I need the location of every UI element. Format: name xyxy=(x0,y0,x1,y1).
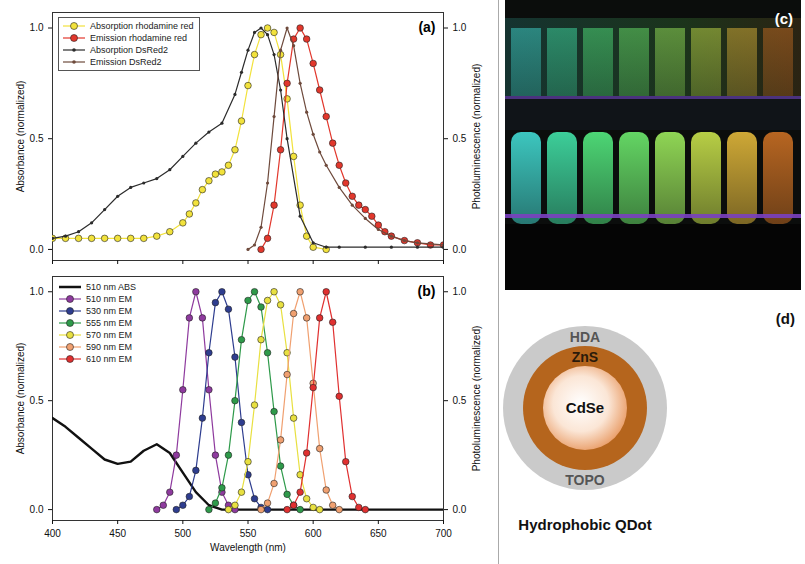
html-text:Emission DsRed2: Emission DsRed2 xyxy=(90,57,162,67)
svg-text:0.0: 0.0 xyxy=(30,244,44,255)
html-text:590 nm EM: 590 nm EM xyxy=(86,342,132,352)
html-text:510 nm ABS: 510 nm ABS xyxy=(86,282,136,292)
svg-text:0.5: 0.5 xyxy=(453,395,467,406)
svg-text:CdSe: CdSe xyxy=(566,399,604,416)
svg-text:(b): (b) xyxy=(418,283,436,299)
svg-text:600: 600 xyxy=(305,528,322,539)
svg-text:(d): (d) xyxy=(776,310,795,327)
svg-text:550: 550 xyxy=(240,528,257,539)
svg-text:Wavelength (nm): Wavelength (nm) xyxy=(210,542,286,553)
svg-text:Absorbance (normalized): Absorbance (normalized) xyxy=(15,343,26,455)
html-text:530 nm EM: 530 nm EM xyxy=(86,306,132,316)
svg-text:0.0: 0.0 xyxy=(453,504,467,515)
html-text:610 nm EM: 610 nm EM xyxy=(86,354,132,364)
svg-text:(a): (a) xyxy=(418,19,435,35)
svg-text:1.0: 1.0 xyxy=(30,22,44,33)
svg-text:400: 400 xyxy=(44,528,61,539)
svg-text:TOPO: TOPO xyxy=(565,472,605,488)
svg-text:Photoluminescence (normalized): Photoluminescence (normalized) xyxy=(471,326,482,472)
html-text:Absorption DsRed2: Absorption DsRed2 xyxy=(90,45,168,55)
html-text:510 nm EM: 510 nm EM xyxy=(86,294,132,304)
svg-text:Absorbance (normalized): Absorbance (normalized) xyxy=(15,81,26,193)
svg-text:(c): (c) xyxy=(775,10,793,27)
svg-text:ZnS: ZnS xyxy=(572,349,598,365)
html-text:Emission rhodamine red: Emission rhodamine red xyxy=(90,33,187,43)
svg-text:1.0: 1.0 xyxy=(30,286,44,297)
svg-text:Photoluminescence (normalized): Photoluminescence (normalized) xyxy=(471,64,482,210)
svg-text:HDA: HDA xyxy=(570,329,600,345)
svg-text:0.0: 0.0 xyxy=(30,504,44,515)
svg-text:500: 500 xyxy=(174,528,191,539)
svg-text:1.0: 1.0 xyxy=(453,286,467,297)
html-text:Absorption rhodamine red: Absorption rhodamine red xyxy=(90,21,194,31)
svg-text:700: 700 xyxy=(435,528,452,539)
svg-text:450: 450 xyxy=(109,528,126,539)
svg-text:650: 650 xyxy=(370,528,387,539)
svg-text:0.5: 0.5 xyxy=(30,395,44,406)
svg-text:0.5: 0.5 xyxy=(453,133,467,144)
html-text:570 nm EM: 570 nm EM xyxy=(86,330,132,340)
svg-text:0.0: 0.0 xyxy=(453,244,467,255)
html-text:555 nm EM: 555 nm EM xyxy=(86,318,132,328)
svg-text:0.5: 0.5 xyxy=(30,133,44,144)
svg-text:Hydrophobic QDot: Hydrophobic QDot xyxy=(518,516,651,533)
svg-text:1.0: 1.0 xyxy=(453,22,467,33)
